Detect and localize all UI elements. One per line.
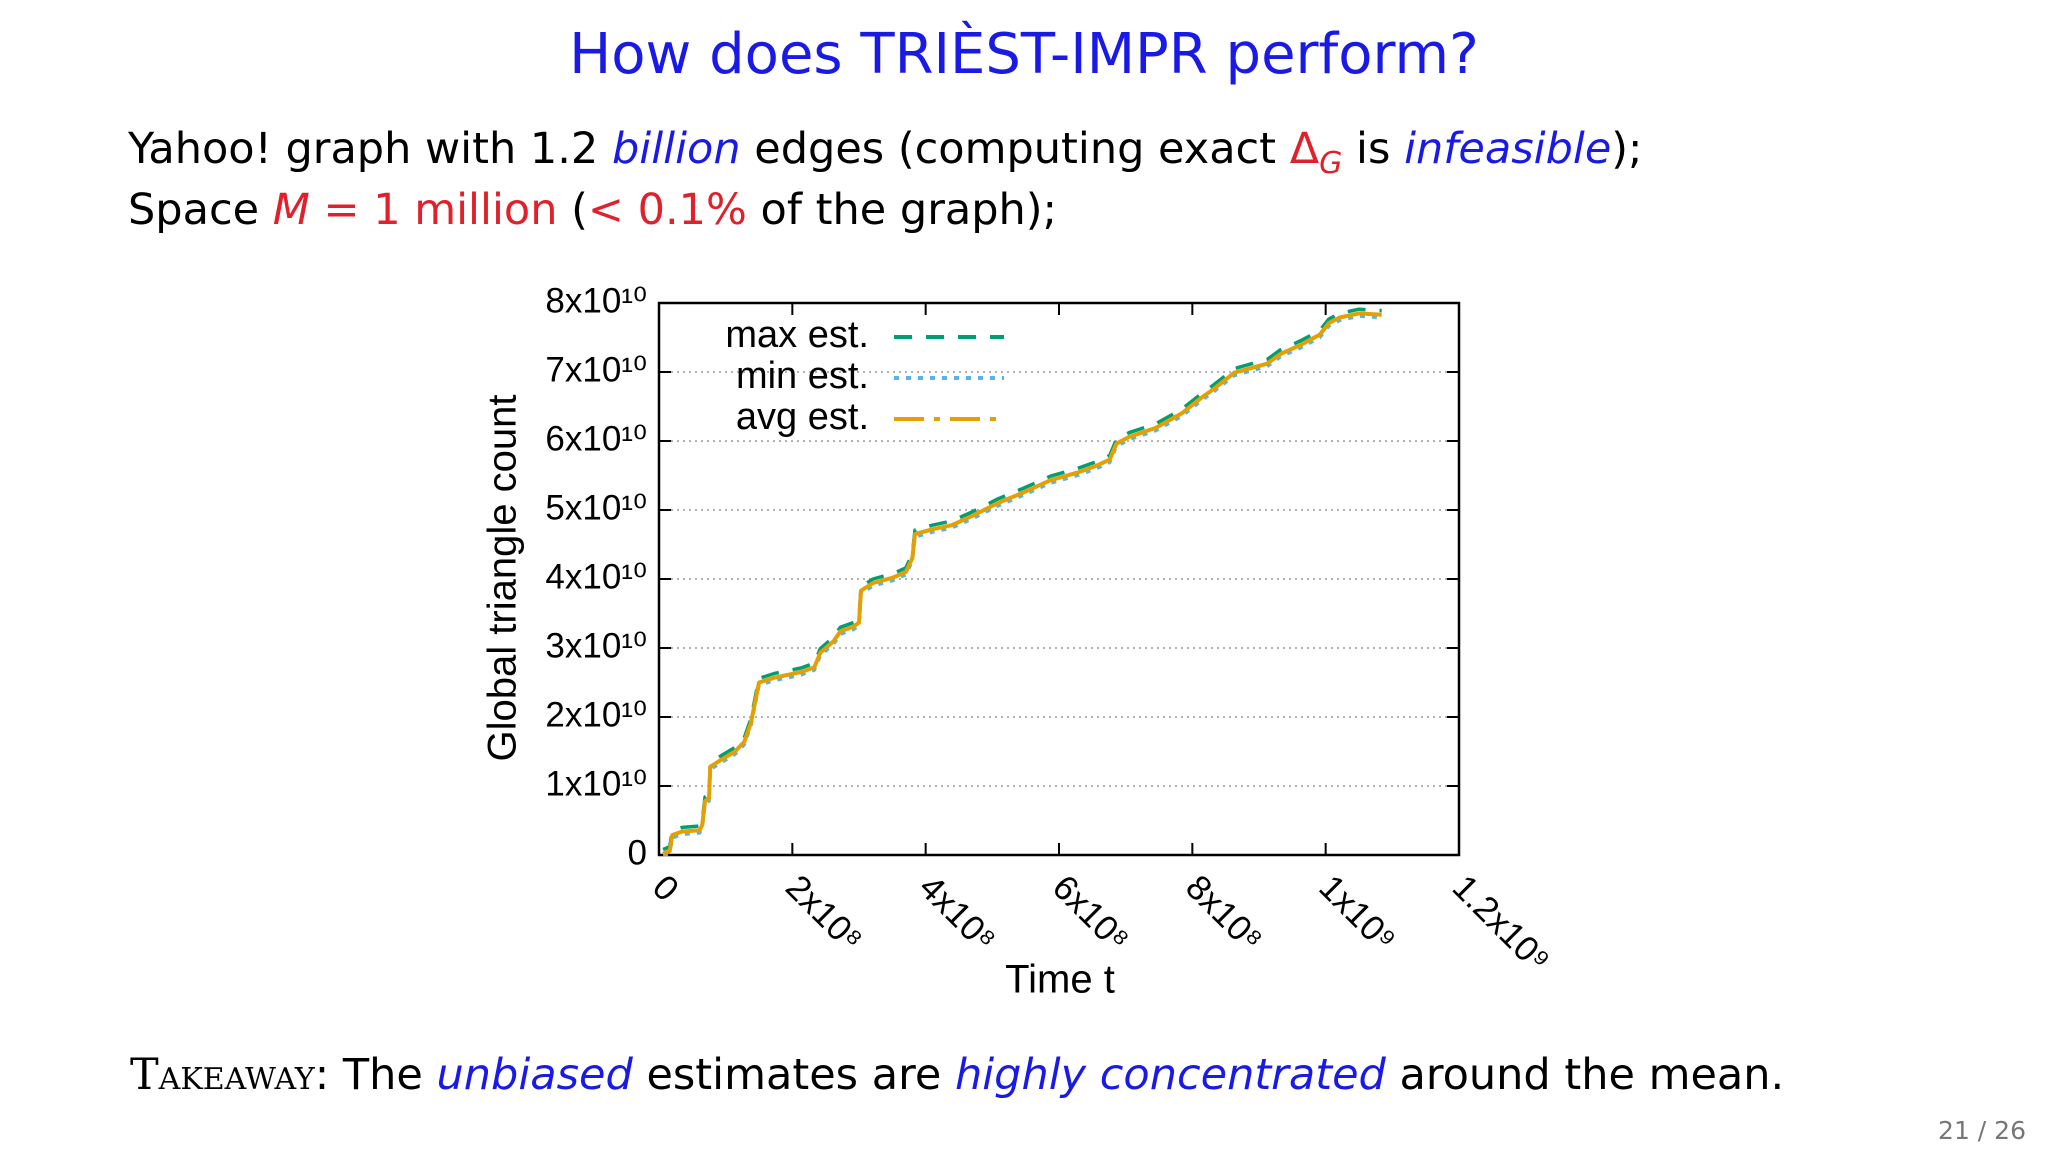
text: around the mean.	[1385, 1050, 1785, 1100]
text: of the graph);	[746, 185, 1058, 235]
y-tick-label: 6x10¹⁰	[545, 419, 647, 458]
text-line: Space M = 1 million (< 0.1% of the graph…	[128, 185, 1057, 235]
takeaway-label: Takeaway	[130, 1050, 315, 1100]
y-tick-label: 7x10¹⁰	[545, 350, 647, 389]
emphasis: unbiased	[436, 1050, 633, 1100]
emphasis: highly concentrated	[954, 1050, 1386, 1100]
x-tick-label: 6x10⁸	[1045, 868, 1137, 960]
series-line	[662, 311, 1382, 856]
legend-label: avg est.	[736, 396, 869, 438]
legend-label: max est.	[725, 314, 869, 356]
y-tick-label: 3x10¹⁰	[545, 626, 647, 665]
x-tick-label: 0	[645, 868, 686, 909]
x-tick-label: 1x10⁹	[1311, 868, 1403, 960]
text-line: Yahoo! graph with 1.2 billion edges (com…	[128, 124, 1643, 181]
plot-frame	[657, 301, 1461, 857]
slide-title: How does TRIÈST-IMPR perform?	[569, 22, 1479, 87]
x-tick-label: 4x10⁸	[911, 868, 1003, 960]
math: = 1 million	[309, 185, 558, 235]
x-tick-label: 8x10⁸	[1178, 868, 1270, 960]
legend-label: min est.	[736, 355, 869, 397]
emphasis: infeasible	[1404, 124, 1612, 174]
x-tick-label: 1.2x10⁹	[1445, 868, 1557, 980]
x-axis-label: Time t	[1005, 958, 1115, 1002]
y-tick-label: 4x10¹⁰	[545, 557, 647, 596]
math: M	[272, 185, 310, 235]
y-tick-label: 5x10¹⁰	[545, 488, 647, 527]
page-number: 21 / 26	[1938, 1116, 2026, 1145]
takeaway: Takeaway: The unbiased estimates are hig…	[130, 1050, 1784, 1100]
y-tick-label: 0	[628, 833, 647, 872]
text: (	[557, 185, 588, 235]
text: estimates are	[632, 1050, 955, 1100]
math-subscript: G	[1319, 146, 1343, 181]
y-tick-label: 8x10¹⁰	[545, 281, 647, 320]
emphasis: billion	[611, 124, 741, 174]
text: : The	[314, 1050, 437, 1100]
x-tick-label: 2x10⁸	[778, 868, 870, 960]
text: edges (computing exact	[740, 124, 1290, 174]
y-tick-label: 2x10¹⁰	[545, 695, 647, 734]
text: Space	[128, 185, 273, 235]
text: );	[1611, 124, 1643, 174]
y-tick-label: 1x10¹⁰	[545, 764, 647, 803]
math: < 0.1%	[587, 185, 747, 235]
y-axis-label: Global triangle count	[481, 395, 525, 762]
text: is	[1342, 124, 1405, 174]
math: Δ	[1289, 124, 1320, 174]
text: Yahoo! graph with 1.2	[128, 124, 612, 174]
